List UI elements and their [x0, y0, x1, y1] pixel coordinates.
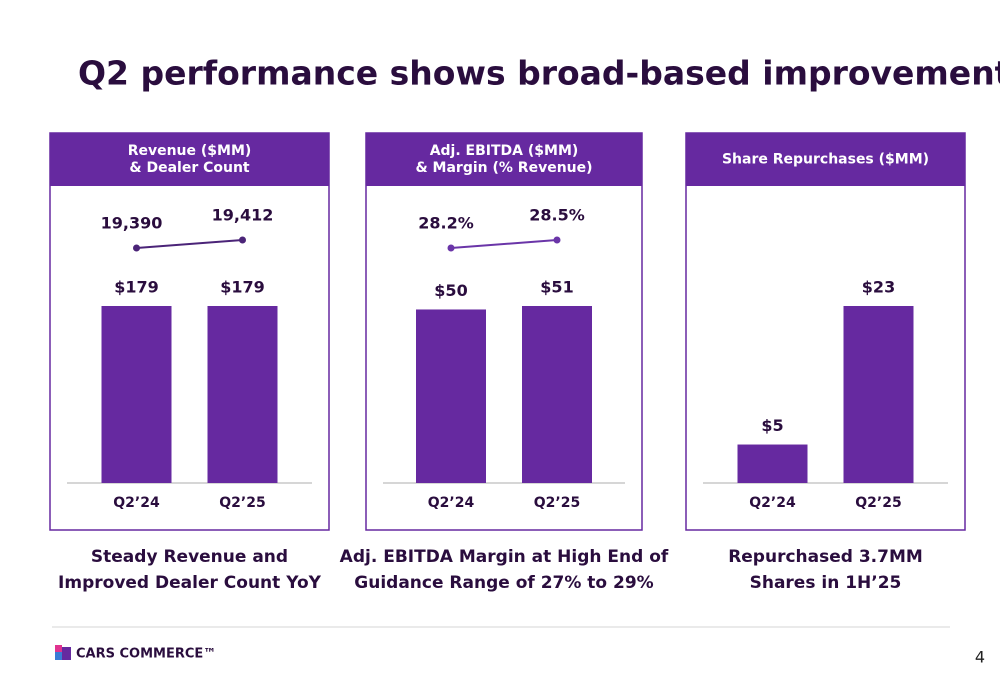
line-marker: [447, 244, 455, 252]
x-tick-label: Q2’25: [534, 495, 580, 511]
logo-icon: [55, 645, 62, 652]
panel-title: Share Repurchases ($MM): [722, 152, 929, 168]
panel-header: [366, 133, 642, 186]
panel-title: Adj. EBITDA ($MM): [430, 143, 579, 159]
logo-icon: [55, 652, 62, 660]
line-value-label: 19,390: [101, 214, 163, 233]
x-tick-label: Q2’25: [855, 495, 901, 511]
panel-caption: Adj. EBITDA Margin at High End of: [340, 547, 669, 567]
line-marker: [239, 236, 246, 244]
logo-icon: [62, 647, 71, 660]
page-number: 4: [975, 648, 985, 667]
bar-value-label: $51: [540, 278, 573, 297]
slide-title: Q2 performance shows broad-based improve…: [78, 54, 1000, 93]
line: [136, 239, 243, 249]
panel-title: Revenue ($MM): [128, 143, 252, 159]
line-value-label: 19,412: [212, 206, 274, 225]
bar: [416, 309, 486, 483]
logo-text: CARS COMMERCE™: [76, 647, 216, 662]
line-marker: [133, 244, 140, 252]
line-marker: [553, 236, 561, 244]
x-tick-label: Q2’24: [113, 495, 160, 511]
bar: [207, 306, 278, 483]
line-value-label: 28.5%: [529, 206, 585, 225]
bar-value-label: $23: [862, 278, 895, 297]
panel: [49, 132, 330, 531]
bar-value-label: $179: [114, 278, 159, 297]
bar-value-label: $5: [761, 416, 783, 435]
bar: [101, 306, 172, 483]
bar-value-label: $50: [434, 281, 467, 300]
bar: [737, 444, 808, 483]
panel: [365, 132, 643, 531]
panel-caption: Repurchased 3.7MM: [728, 547, 923, 567]
panel-caption: Improved Dealer Count YoY: [58, 573, 322, 593]
panel-header: [50, 133, 329, 186]
panel: [685, 132, 966, 531]
bar: [843, 306, 914, 483]
bar-value-label: $179: [220, 278, 265, 297]
panel-header: [686, 133, 965, 186]
x-tick-label: Q2’24: [428, 495, 475, 511]
line-value-label: 28.2%: [418, 214, 474, 233]
panel-caption: Guidance Range of 27% to 29%: [354, 573, 653, 593]
x-tick-label: Q2’25: [219, 495, 265, 511]
x-tick-label: Q2’24: [749, 495, 796, 511]
panel-title: & Dealer Count: [129, 160, 250, 176]
panel-caption: Steady Revenue and: [91, 547, 288, 567]
panel-caption: Shares in 1H’25: [750, 573, 902, 593]
line: [450, 239, 558, 249]
panel-title: & Margin (% Revenue): [415, 160, 592, 176]
bar: [522, 306, 592, 483]
